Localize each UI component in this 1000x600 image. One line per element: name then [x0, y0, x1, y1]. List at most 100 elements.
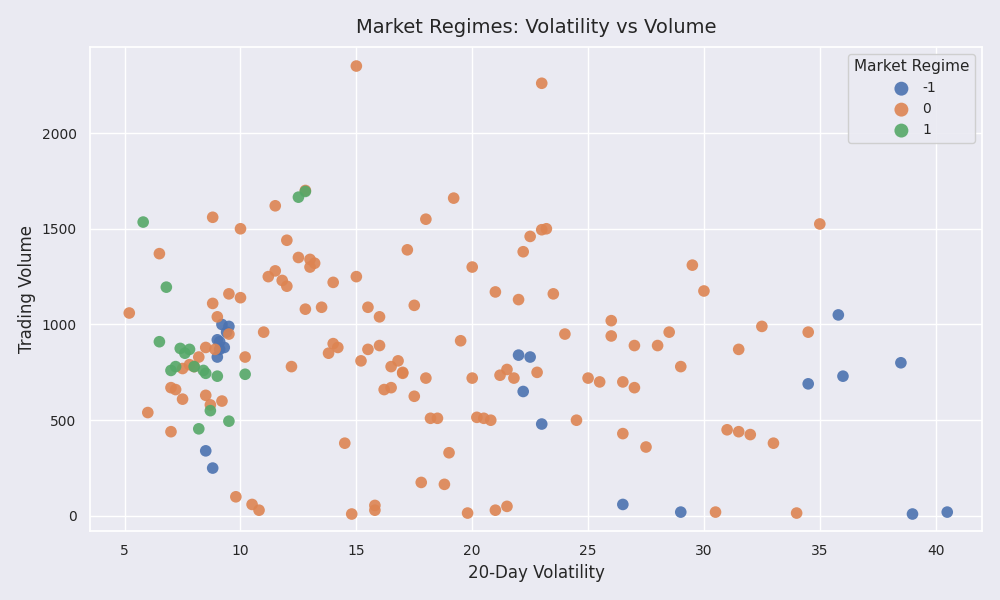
- 0: [696, 286, 712, 296]
- 0: [168, 385, 184, 394]
- 0: [297, 304, 313, 314]
- 0: [244, 500, 260, 509]
- 0: [348, 272, 364, 281]
- 0: [492, 370, 508, 380]
- 0: [800, 328, 816, 337]
- 0: [534, 225, 550, 235]
- 0: [267, 266, 283, 275]
- 1: [168, 362, 184, 371]
- 0: [232, 224, 248, 233]
- 0: [487, 505, 503, 515]
- 0: [506, 373, 522, 383]
- 0: [406, 391, 422, 401]
- 0: [395, 368, 411, 378]
- 1: [237, 370, 253, 379]
- 0: [307, 259, 323, 268]
- 1: [172, 344, 188, 353]
- 0: [731, 344, 747, 354]
- -1: [800, 379, 816, 389]
- 0: [140, 408, 156, 418]
- 0: [175, 394, 191, 404]
- -1: [511, 350, 527, 360]
- 0: [256, 328, 272, 337]
- 0: [538, 224, 554, 233]
- -1: [615, 500, 631, 509]
- 1: [198, 368, 214, 378]
- 1: [195, 365, 211, 375]
- 0: [163, 383, 179, 392]
- -1: [212, 344, 228, 354]
- 0: [198, 343, 214, 352]
- 0: [274, 275, 290, 285]
- 0: [650, 341, 666, 350]
- 0: [464, 373, 480, 383]
- Y-axis label: Trading Volume: Trading Volume: [18, 225, 36, 353]
- 0: [661, 328, 677, 337]
- -1: [205, 463, 221, 473]
- 0: [207, 344, 223, 354]
- 0: [418, 214, 434, 224]
- 0: [330, 343, 346, 352]
- 0: [580, 373, 596, 383]
- 0: [460, 508, 476, 518]
- -1: [673, 508, 689, 517]
- 0: [719, 425, 735, 434]
- -1: [209, 352, 225, 362]
- 0: [360, 302, 376, 312]
- 0: [390, 356, 406, 365]
- 0: [237, 352, 253, 362]
- 0: [684, 260, 700, 270]
- 0: [487, 287, 503, 297]
- 0: [372, 341, 388, 350]
- 0: [163, 427, 179, 436]
- 0: [418, 373, 434, 383]
- 0: [279, 281, 295, 291]
- 0: [182, 360, 198, 370]
- 0: [186, 362, 202, 371]
- 0: [198, 391, 214, 400]
- 0: [483, 415, 499, 425]
- 0: [529, 368, 545, 377]
- 0: [754, 322, 770, 331]
- 0: [464, 262, 480, 272]
- -1: [216, 343, 232, 352]
- 1: [186, 362, 202, 371]
- 1: [151, 337, 167, 347]
- 0: [283, 362, 299, 371]
- 0: [121, 308, 137, 318]
- -1: [209, 335, 225, 344]
- 0: [191, 352, 207, 362]
- -1: [219, 328, 235, 337]
- 1: [177, 349, 193, 358]
- 1: [221, 416, 237, 426]
- 0: [205, 212, 221, 222]
- -1: [534, 419, 550, 429]
- 0: [603, 331, 619, 341]
- 0: [372, 312, 388, 322]
- 0: [202, 400, 218, 410]
- 0: [290, 253, 306, 262]
- 0: [232, 293, 248, 302]
- 1: [158, 283, 174, 292]
- 0: [592, 377, 608, 387]
- 0: [765, 439, 781, 448]
- 0: [626, 341, 642, 350]
- 0: [522, 232, 538, 241]
- 1: [191, 424, 207, 434]
- -1: [904, 509, 920, 519]
- 0: [383, 383, 399, 392]
- -1: [214, 320, 230, 329]
- 0: [673, 362, 689, 371]
- 0: [228, 492, 244, 502]
- X-axis label: 20-Day Volatility: 20-Day Volatility: [468, 564, 604, 582]
- 0: [367, 505, 383, 515]
- 0: [321, 349, 337, 358]
- 0: [626, 383, 642, 392]
- 0: [545, 289, 561, 299]
- 0: [406, 301, 422, 310]
- 0: [175, 364, 191, 373]
- 0: [214, 396, 230, 406]
- 0: [731, 427, 747, 436]
- 1: [135, 217, 151, 227]
- 0: [476, 413, 492, 423]
